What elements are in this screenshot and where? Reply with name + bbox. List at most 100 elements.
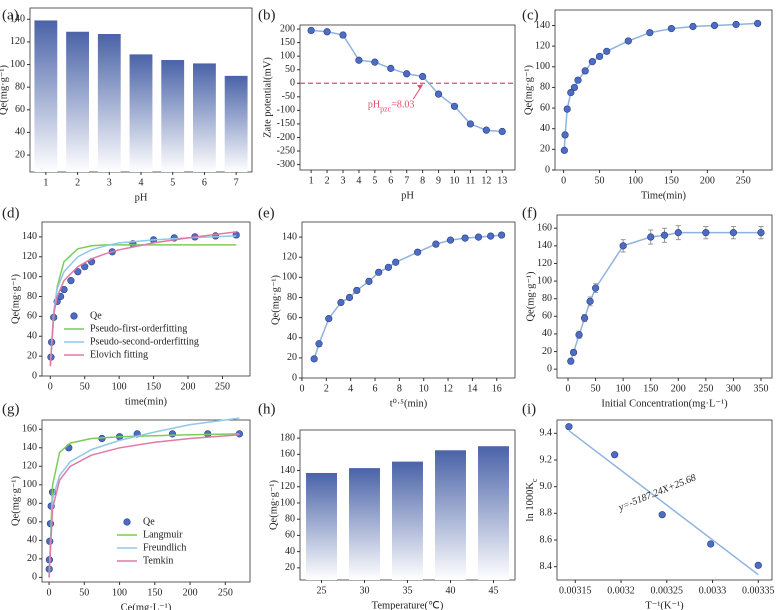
x-tick-label: 0.0033 bbox=[699, 585, 727, 596]
marker bbox=[729, 229, 738, 237]
bar bbox=[306, 472, 337, 580]
y-tick-label: 40 bbox=[27, 535, 37, 546]
y-axis-label-part: ln 1000K bbox=[525, 482, 536, 522]
x-tick-label: 6 bbox=[202, 177, 207, 188]
marker bbox=[498, 231, 506, 239]
marker bbox=[565, 423, 573, 431]
x-axis-label: Temperature(℃) bbox=[372, 600, 444, 610]
x-tick-label: 50 bbox=[79, 587, 89, 598]
plot-frame bbox=[556, 419, 773, 581]
y-tick-label: 140 bbox=[535, 20, 550, 31]
marker bbox=[355, 56, 363, 64]
legend-label: Pseudo-first-orderfitting bbox=[90, 323, 187, 334]
x-tick-label: 300 bbox=[726, 383, 741, 394]
marker bbox=[310, 355, 318, 363]
x-tick-label: 250 bbox=[215, 381, 230, 392]
marker bbox=[588, 58, 596, 66]
legend-marker bbox=[70, 312, 78, 320]
y-tick-label: 140 bbox=[22, 231, 37, 242]
series-line bbox=[49, 235, 237, 367]
marker bbox=[574, 76, 582, 84]
y-axis-label: Qe(mg·g⁻¹) bbox=[525, 271, 536, 322]
marker bbox=[586, 297, 594, 305]
x-axis-label: pH bbox=[135, 192, 148, 203]
y-tick-label: 20 bbox=[540, 144, 550, 155]
marker bbox=[754, 19, 762, 28]
x-tick-label: 2 bbox=[324, 383, 329, 394]
series-line bbox=[48, 434, 240, 578]
series-line bbox=[48, 433, 240, 578]
y-tick-label: 9.4 bbox=[540, 428, 553, 439]
y-tick-label: 120 bbox=[22, 461, 37, 472]
x-tick-label: 4 bbox=[356, 175, 361, 186]
y-tick-label: 9.2 bbox=[540, 454, 553, 465]
y-tick-label: 50 bbox=[285, 64, 295, 75]
y-tick-label: -50 bbox=[282, 91, 295, 102]
x-tick-label: 0 bbox=[561, 175, 566, 186]
y-tick-label: 100 bbox=[282, 272, 297, 283]
y-tick-label: 20 bbox=[287, 352, 297, 363]
y-tick-label: 60 bbox=[15, 104, 25, 115]
marker bbox=[646, 29, 654, 37]
panel-label: (a) bbox=[2, 7, 19, 23]
y-tick-label: 0 bbox=[547, 363, 552, 374]
marker bbox=[339, 31, 347, 39]
marker bbox=[567, 357, 575, 365]
marker bbox=[707, 540, 715, 548]
marker bbox=[337, 298, 345, 307]
legend-label: Qe bbox=[143, 516, 155, 527]
x-tick-label: 200 bbox=[183, 587, 198, 598]
x-axis-label: pH bbox=[401, 190, 414, 201]
marker bbox=[647, 233, 655, 241]
marker bbox=[323, 28, 331, 36]
x-tick-label: 150 bbox=[643, 383, 658, 394]
x-tick-label: 0.0032 bbox=[607, 585, 635, 596]
x-tick-label: 150 bbox=[147, 587, 162, 598]
marker bbox=[392, 258, 400, 266]
x-tick-label: 200 bbox=[181, 381, 196, 392]
annotation: y=-5187.24X+25.68 bbox=[616, 473, 697, 514]
y-tick-label: -300 bbox=[277, 159, 295, 170]
marker bbox=[611, 451, 619, 459]
legend-label: Langmuir bbox=[143, 529, 183, 540]
x-tick-label: 250 bbox=[736, 175, 751, 186]
x-tick-label: 0 bbox=[48, 381, 53, 392]
marker bbox=[74, 268, 82, 276]
marker bbox=[474, 233, 483, 241]
y-tick-label: 160 bbox=[537, 223, 552, 234]
series-line bbox=[49, 244, 237, 367]
x-tick-label: 6 bbox=[373, 383, 378, 394]
annotation-part: pzc bbox=[380, 105, 392, 114]
legend-label: Qe bbox=[90, 310, 102, 321]
y-tick-label: 40 bbox=[27, 331, 37, 342]
marker bbox=[450, 102, 459, 110]
bar bbox=[97, 34, 121, 172]
y-tick-label: 140 bbox=[10, 14, 25, 25]
y-tick-label: 100 bbox=[280, 497, 295, 508]
y-axis-label: Qe(mg·g⁻¹) bbox=[10, 475, 21, 526]
y-tick-label: 80 bbox=[542, 293, 552, 304]
y-tick-label: 8.4 bbox=[540, 561, 553, 572]
y-tick-label: 100 bbox=[535, 61, 550, 72]
x-axis-label: Ce(mg·L⁻¹) bbox=[121, 602, 172, 610]
series-line bbox=[49, 231, 237, 367]
bar bbox=[193, 63, 216, 173]
marker bbox=[345, 293, 354, 302]
marker bbox=[575, 331, 583, 339]
plot-frame bbox=[299, 24, 516, 171]
y-tick-label: 60 bbox=[27, 516, 37, 527]
x-axis-label: Initial Concentration(mg·L⁻¹) bbox=[601, 398, 728, 409]
y-tick-label: 150 bbox=[280, 37, 295, 48]
y-tick-label: 8.8 bbox=[540, 508, 553, 519]
y-tick-label: 40 bbox=[540, 123, 550, 134]
bar bbox=[478, 446, 509, 580]
series-line bbox=[568, 430, 759, 576]
x-tick-label: 2 bbox=[75, 177, 80, 188]
x-tick-label: 12 bbox=[481, 175, 491, 186]
y-axis-label: ln 1000Kc bbox=[525, 478, 539, 521]
y-tick-label: 80 bbox=[27, 291, 37, 302]
x-tick-label: 5 bbox=[170, 177, 175, 188]
x-tick-label: 250 bbox=[218, 587, 233, 598]
x-tick-label: 150 bbox=[146, 381, 161, 392]
